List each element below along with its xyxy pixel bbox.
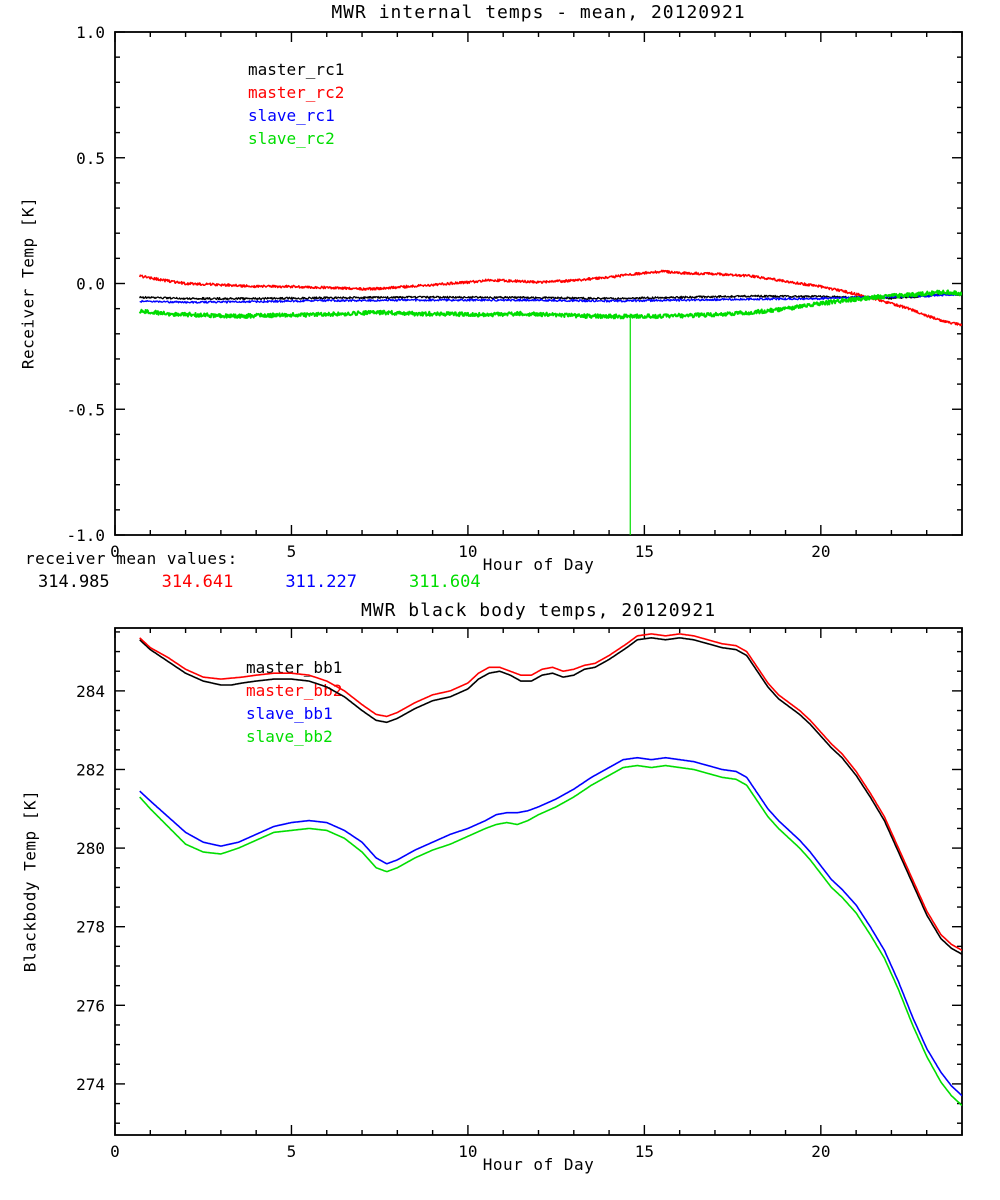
chart-canvas: 0 5 10 15 20 274 276 278 280 282 284 — [76, 627, 963, 1161]
svg-text:284: 284 — [76, 682, 105, 701]
svg-text:5: 5 — [287, 1142, 297, 1161]
legend-item-master-rc1: master_rc1 — [248, 60, 345, 79]
svg-text:0.0: 0.0 — [76, 275, 105, 294]
svg-text:0: 0 — [110, 1142, 120, 1161]
svg-text:274: 274 — [76, 1075, 105, 1094]
svg-text:1.0: 1.0 — [76, 23, 105, 42]
receiver-x-axis-label: Hour of Day — [482, 555, 595, 574]
svg-text:0: 0 — [110, 542, 120, 561]
receiver-mean-master-rc2: 314.641 — [161, 572, 234, 592]
svg-text:0.5: 0.5 — [76, 149, 105, 168]
svg-text:276: 276 — [76, 996, 105, 1015]
svg-text:10: 10 — [458, 542, 477, 561]
blackbody-legend: master_bb1 master_bb2 slave_bb1 slave_bb… — [246, 656, 342, 748]
blackbody-temp-chart: MWR black body temps, 20120921 Blackbody… — [0, 600, 1000, 1200]
svg-text:-0.5: -0.5 — [66, 400, 105, 419]
svg-text:15: 15 — [635, 542, 654, 561]
svg-text:-1.0: -1.0 — [66, 526, 105, 545]
legend-item-slave-bb1: slave_bb1 — [246, 704, 333, 723]
legend-item-master-rc2: master_rc2 — [248, 83, 345, 102]
legend-item-slave-rc1: slave_rc1 — [248, 106, 335, 125]
receiver-legend: master_rc1 master_rc2 slave_rc1 slave_rc… — [248, 58, 344, 150]
svg-text:5: 5 — [287, 542, 297, 561]
receiver-temp-chart: MWR internal temps - mean, 20120921 Rece… — [19, 2, 963, 592]
legend-item-master-bb2: master_bb2 — [246, 681, 343, 700]
blackbody-chart-title: MWR black body temps, 20120921 — [360, 600, 717, 621]
svg-text:278: 278 — [76, 918, 105, 937]
receiver-mean-master-rc1: 314.985 — [38, 572, 110, 592]
receiver-means-row: 314.985 314.641 311.227 311.604 — [38, 572, 481, 592]
svg-text:282: 282 — [76, 760, 105, 779]
svg-text:10: 10 — [458, 1142, 477, 1161]
legend-item-master-bb1: master_bb1 — [246, 658, 343, 677]
receiver-mean-slave-rc2: 311.604 — [408, 572, 481, 592]
receiver-mean-slave-rc1: 311.227 — [285, 572, 357, 592]
receiver-chart-title: MWR internal temps - mean, 20120921 — [331, 2, 746, 23]
blackbody-x-axis-label: Hour of Day — [482, 1155, 595, 1174]
legend-item-slave-rc2: slave_rc2 — [248, 129, 335, 148]
legend-item-slave-bb2: slave_bb2 — [246, 727, 333, 746]
svg-text:20: 20 — [811, 1142, 830, 1161]
svg-text:15: 15 — [635, 1142, 654, 1161]
svg-text:20: 20 — [811, 542, 830, 561]
receiver-means-label: receiver mean values: — [25, 549, 238, 568]
chart-canvas: 0 5 10 15 20 -1.0 -0.5 0.0 0.5 1.0 — [66, 23, 963, 561]
svg-text:280: 280 — [76, 839, 105, 858]
